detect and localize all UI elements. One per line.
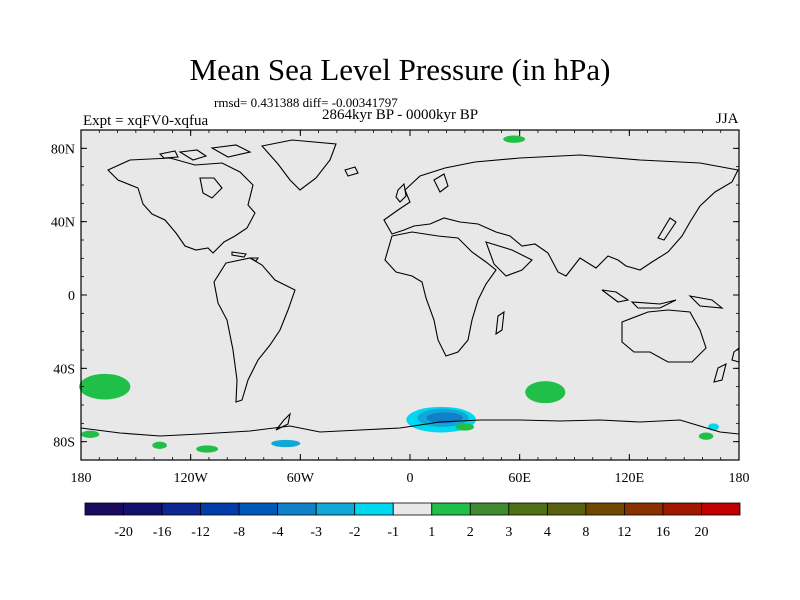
colorbar-swatch: [315, 502, 356, 516]
colorbar-label: -4: [272, 525, 284, 540]
x-tick-label: 120W: [174, 471, 209, 486]
season-label: JJA: [716, 111, 739, 127]
colorbar-swatch: [238, 502, 279, 516]
colorbar-label: 8: [582, 525, 589, 540]
x-tick-label: 0: [407, 471, 414, 486]
colorbar-label: -16: [153, 525, 172, 540]
colorbar-swatch: [123, 502, 163, 516]
y-tick-label: 80N: [51, 142, 75, 157]
statistics-label: rmsd= 0.431388 diff= -0.00341797: [214, 95, 398, 110]
colorbar-label: 1: [428, 525, 435, 540]
colorbar-label: -8: [233, 525, 245, 540]
colorbar-swatch: [469, 502, 510, 516]
axes: 180 120W 60W 0 60E 120E 180 80N 40N 0 40S 80S: [51, 129, 750, 486]
colorbar-label: 4: [544, 525, 551, 540]
colorbar-label: 12: [617, 525, 631, 540]
x-tick-label: 60E: [508, 471, 531, 486]
anomaly-pacific-sector-low: [104, 441, 120, 450]
colorbar-swatch: [277, 502, 317, 516]
colorbar-swatch: [585, 502, 625, 516]
anomaly-arctic-high: [503, 135, 526, 143]
colorbar-swatch: [392, 502, 433, 516]
anomaly-antarctic-high-4: [455, 423, 474, 431]
anomaly-antarctic-high-1: [81, 430, 100, 439]
colorbar-label: -2: [349, 525, 361, 540]
anomaly-greenland-low: [331, 144, 350, 156]
colorbar-label: -1: [387, 525, 399, 540]
anomaly-south-pacific-high: [79, 373, 131, 400]
colorbar-label: 20: [694, 525, 708, 540]
colorbar-swatch: [546, 502, 587, 516]
anomaly-antarctic-high-5: [698, 432, 714, 440]
y-tick-label: 40S: [53, 362, 75, 377]
anomaly-antarctic-high-2: [152, 441, 167, 450]
anomaly-indian-ocean-high: [525, 381, 566, 404]
anomaly-antarctic-high-3: [196, 445, 219, 453]
x-tick-label: 60W: [287, 471, 315, 486]
colorbar-swatch: [431, 502, 471, 516]
anomaly-amundsen-low-inner: [271, 439, 301, 448]
anomaly-weddell-low-inner: [426, 412, 464, 424]
anomaly-north-atlantic-low: [351, 175, 432, 206]
colorbar-label: 16: [656, 525, 670, 540]
colorbar-label: -12: [191, 525, 210, 540]
coastlines: [80, 139, 740, 437]
colorbar-swatch: [508, 502, 548, 516]
y-tick-label: 40N: [51, 216, 75, 231]
colorbar-label: -3: [310, 525, 322, 540]
colorbar-swatch: [662, 502, 702, 516]
colorbar-swatch: [200, 502, 240, 516]
colorbar-label: 2: [467, 525, 474, 540]
colorbar-label: -20: [114, 525, 133, 540]
colorbar-swatch: [161, 502, 201, 516]
colorbar-swatch: [624, 502, 664, 516]
colorbar: -20 -16 -12 -8 -4 -3 -2 -1 1 2 3 4 8 12 16 20: [84, 502, 741, 540]
colorbar-swatch: [354, 502, 394, 516]
colorbar-label: 3: [505, 525, 512, 540]
colorbar-swatch: [701, 502, 741, 516]
chart-title: Mean Sea Level Pressure (in hPa): [189, 52, 611, 87]
x-tick-label: 180: [729, 471, 750, 486]
y-tick-label: 0: [68, 289, 75, 304]
x-tick-label: 180: [71, 471, 92, 486]
x-tick-label: 120E: [615, 471, 645, 486]
colorbar-swatch: [84, 502, 124, 516]
y-tick-label: 80S: [53, 436, 75, 451]
period-label: 2864kyr BP - 0000kyr BP: [322, 107, 479, 123]
experiment-label: Expt = xqFV0-xqfua: [83, 113, 209, 129]
